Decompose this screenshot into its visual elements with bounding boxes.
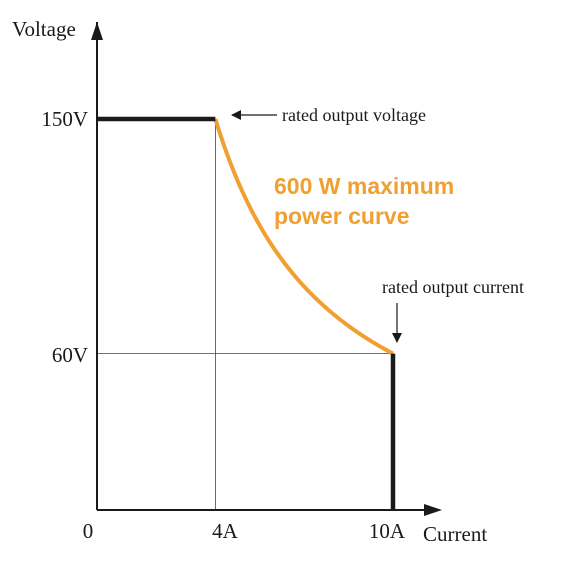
reference-lines — [97, 119, 393, 510]
series-layer — [97, 116, 396, 510]
y-tick-label-60v: 60V — [52, 343, 88, 367]
power-curve-label-line2: power curve — [274, 203, 410, 229]
power-curve-label-line1: 600 W maximum — [274, 173, 454, 199]
x-axis-label: Current — [423, 522, 487, 546]
y-axis-label: Voltage — [12, 17, 76, 41]
power-curve-line — [213, 118, 394, 356]
y-tick-label-150v: 150V — [41, 107, 88, 131]
rated-voltage-label: rated output voltage — [282, 105, 426, 125]
x-axis-arrow-icon — [424, 504, 442, 516]
x-tick-label-4a: 4A — [212, 519, 239, 543]
rated-current-label: rated output current — [382, 277, 524, 297]
y-axis-arrow-icon — [91, 22, 103, 40]
x-tick-label-10a: 10A — [369, 519, 406, 543]
x-tick-label-0: 0 — [83, 519, 94, 543]
